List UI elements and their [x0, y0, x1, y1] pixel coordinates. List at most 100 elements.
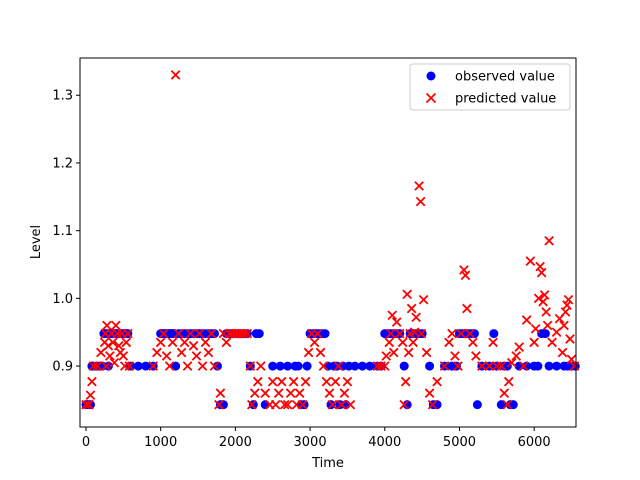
- predicted-point: [379, 361, 390, 371]
- predicted-point: [124, 361, 135, 371]
- predicted-point: [432, 376, 442, 387]
- predicted-point: [197, 361, 208, 371]
- observed-point: [350, 361, 360, 371]
- predicted-point: [539, 290, 550, 300]
- predicted-point: [221, 337, 232, 348]
- predicted-point: [541, 307, 551, 317]
- predicted-point: [562, 300, 572, 310]
- x-tick-label: 4000: [368, 435, 401, 450]
- predicted-point: [499, 388, 510, 398]
- predicted-point: [108, 337, 118, 348]
- predicted-point: [84, 399, 94, 410]
- predicted-point: [551, 327, 562, 338]
- legend-label-observed: observed value: [455, 70, 555, 85]
- y-tick-label: 1.1: [52, 224, 73, 239]
- predicted-point: [518, 361, 529, 371]
- predicted-point: [376, 361, 386, 371]
- observed-point: [248, 400, 258, 410]
- observed-point: [171, 361, 181, 371]
- predicted-point: [267, 376, 278, 387]
- observed-point: [533, 361, 543, 371]
- predicted-point: [288, 376, 299, 387]
- predicted-point: [569, 361, 580, 371]
- predicted-point: [173, 328, 184, 339]
- observed-point: [320, 329, 330, 339]
- predicted-point: [294, 388, 305, 398]
- predicted-point: [484, 361, 495, 371]
- predicted-point: [300, 376, 311, 387]
- predicted-point: [385, 328, 396, 339]
- predicted-point: [101, 361, 111, 371]
- data-points: [81, 70, 580, 410]
- observed-point: [126, 361, 136, 371]
- predicted-point: [249, 388, 260, 398]
- predicted-point: [471, 351, 481, 361]
- predicted-point: [502, 399, 513, 410]
- predicted-point: [158, 328, 169, 339]
- observed-point: [103, 361, 113, 371]
- predicted-point: [447, 328, 457, 339]
- legend-marker-observed: [426, 71, 436, 81]
- predicted-point: [387, 310, 398, 321]
- predicted-point: [453, 361, 463, 371]
- predicted-point: [185, 328, 196, 339]
- predicted-point: [179, 337, 190, 348]
- predicted-point: [324, 388, 335, 398]
- predicted-point: [102, 320, 112, 331]
- observed-point: [283, 361, 293, 371]
- predicted-point: [87, 376, 97, 387]
- predicted-point: [559, 320, 569, 331]
- predicted-point: [170, 70, 181, 80]
- predicted-point: [327, 399, 338, 410]
- predicted-point: [416, 328, 427, 339]
- x-tick-label: 1000: [144, 435, 177, 450]
- predicted-point: [161, 351, 172, 361]
- legend-label-predicted: predicted value: [455, 92, 556, 107]
- predicted-point: [399, 399, 410, 410]
- predicted-point: [297, 399, 308, 410]
- predicted-point: [194, 328, 205, 339]
- predicted-point: [245, 361, 256, 371]
- observed-point: [489, 329, 499, 339]
- observed-point: [260, 400, 270, 410]
- predicted-point: [514, 342, 525, 352]
- predicted-point: [200, 337, 211, 348]
- predicted-point: [167, 337, 178, 348]
- observed-point: [402, 400, 412, 410]
- x-tick-label: 5000: [443, 435, 476, 450]
- predicted-point: [384, 337, 395, 348]
- predicted-point: [406, 303, 417, 314]
- predicted-point: [252, 376, 263, 387]
- predicted-point: [303, 347, 314, 358]
- x-tick-label: 6000: [518, 435, 551, 450]
- x-tick-label: 0: [82, 435, 90, 450]
- y-tick-label: 0.9: [52, 360, 73, 375]
- predicted-point: [529, 337, 540, 348]
- observed-point: [472, 400, 482, 410]
- predicted-point: [444, 337, 454, 348]
- predicted-point: [450, 351, 460, 361]
- observed-point: [508, 400, 518, 410]
- predicted-point: [164, 361, 175, 371]
- predicted-point: [176, 347, 187, 358]
- plot-frame: [79, 57, 577, 428]
- predicted-point: [542, 320, 553, 331]
- predicted-point: [279, 399, 290, 410]
- predicted-point: [400, 376, 411, 387]
- predicted-point: [402, 289, 413, 300]
- predicted-point: [339, 388, 350, 398]
- predicted-point: [239, 328, 250, 339]
- x-tick-label: 3000: [294, 435, 327, 450]
- predicted-point: [557, 347, 568, 358]
- observed-point: [432, 400, 442, 410]
- predicted-point: [188, 340, 199, 351]
- predicted-point: [421, 347, 432, 358]
- predicted-point: [477, 361, 487, 371]
- observed-point: [212, 361, 222, 371]
- predicted-point: [276, 376, 287, 387]
- observed-point: [133, 361, 143, 371]
- predicted-point: [255, 361, 266, 371]
- predicted-point: [318, 361, 329, 371]
- predicted-point: [439, 361, 450, 371]
- observed-point: [141, 361, 151, 371]
